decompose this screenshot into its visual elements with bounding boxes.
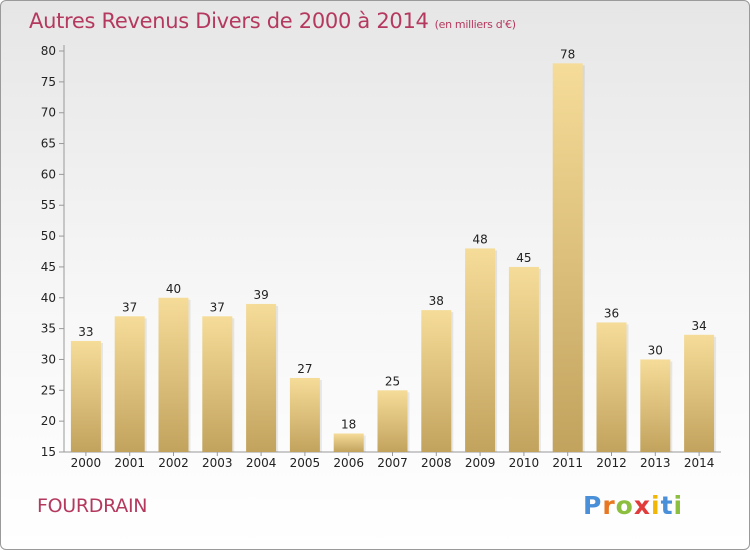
- x-tick-label: 2003: [202, 456, 233, 470]
- logo-letter: t: [660, 491, 674, 520]
- x-tick-label: 2005: [290, 456, 321, 470]
- bar-value-label: 36: [604, 306, 619, 320]
- y-tick-label: 15: [41, 445, 56, 459]
- logo-letter: x: [633, 491, 651, 520]
- logo-letter: P: [583, 491, 603, 520]
- bar-value-label: 27: [297, 362, 312, 376]
- x-tick-label: 2012: [596, 456, 627, 470]
- bar-value-label: 45: [516, 251, 531, 265]
- x-tick-label: 2004: [246, 456, 277, 470]
- x-tick-label: 2013: [640, 456, 671, 470]
- bar: [508, 266, 539, 452]
- x-tick-label: 2010: [509, 456, 540, 470]
- bar-value-label: 30: [648, 343, 663, 357]
- bar-value-label: 78: [560, 47, 575, 61]
- bar: [377, 390, 408, 452]
- bar-value-label: 37: [210, 300, 225, 314]
- logo-letter: r: [602, 491, 616, 520]
- bar-value-label: 33: [78, 325, 93, 339]
- bar-value-label: 25: [385, 374, 400, 388]
- logo-letter: i: [651, 491, 661, 520]
- commune-name: FOURDRAIN: [37, 495, 148, 517]
- y-tick-label: 25: [41, 383, 56, 397]
- x-tick-label: 2014: [684, 456, 715, 470]
- y-tick-label: 80: [41, 44, 56, 58]
- y-tick-label: 50: [41, 229, 56, 243]
- y-tick-label: 30: [41, 352, 56, 366]
- y-tick-label: 55: [41, 198, 56, 212]
- bar-value-label: 18: [341, 417, 356, 431]
- bar-value-label: 37: [122, 300, 137, 314]
- bar-value-label: 39: [253, 288, 268, 302]
- bar-value-label: 34: [691, 319, 706, 333]
- x-tick-label: 2006: [333, 456, 364, 470]
- y-tick-label: 75: [41, 75, 56, 89]
- bar-value-label: 40: [166, 282, 181, 296]
- bar: [202, 316, 233, 452]
- y-tick-label: 20: [41, 414, 56, 428]
- bar: [333, 433, 364, 452]
- x-axis: 2000 2001 2002 2003 2004 2005 2006 2007 2008 2009…: [64, 451, 721, 470]
- bar: [421, 310, 452, 452]
- bar: [246, 303, 277, 452]
- y-tick-label: 40: [41, 291, 56, 305]
- bar: [552, 63, 583, 452]
- y-axis: 15 20 25 30 35 40 45 50 55 60 65 70 75 80: [41, 44, 65, 459]
- bar-value-label: 48: [472, 232, 487, 246]
- bar: [158, 297, 189, 452]
- y-tick-label: 45: [41, 260, 56, 274]
- bars-group: 33 37 40 37 39 27 18 25 38 48 45 78 36 30 34: [70, 47, 717, 452]
- x-tick-label: 2000: [71, 456, 102, 470]
- bar: [289, 377, 320, 452]
- x-tick-label: 2007: [377, 456, 408, 470]
- y-tick-label: 70: [41, 106, 56, 120]
- bar: [70, 340, 101, 452]
- chart-title: Autres Revenus Divers de 2000 à 2014 (en …: [29, 9, 516, 33]
- bar: [596, 322, 627, 452]
- x-tick-label: 2009: [465, 456, 496, 470]
- x-tick-label: 2008: [421, 456, 452, 470]
- x-tick-label: 2011: [552, 456, 583, 470]
- bar: [465, 248, 496, 452]
- logo-letter: i: [673, 491, 684, 520]
- y-tick-label: 65: [41, 137, 56, 151]
- logo-letter: o: [615, 491, 634, 520]
- proxiti-logo: Proxiti: [583, 491, 683, 520]
- bar-value-label: 38: [429, 294, 444, 308]
- bar: [684, 334, 715, 452]
- y-tick-label: 60: [41, 167, 56, 181]
- x-tick-label: 2002: [158, 456, 189, 470]
- x-tick-label: 2001: [114, 456, 145, 470]
- bar: [114, 316, 145, 452]
- chart-unit: (en milliers d'€): [434, 18, 516, 31]
- chart-title-text: Autres Revenus Divers de 2000 à 2014: [29, 9, 429, 33]
- y-tick-label: 35: [41, 322, 56, 336]
- bar: [640, 359, 671, 452]
